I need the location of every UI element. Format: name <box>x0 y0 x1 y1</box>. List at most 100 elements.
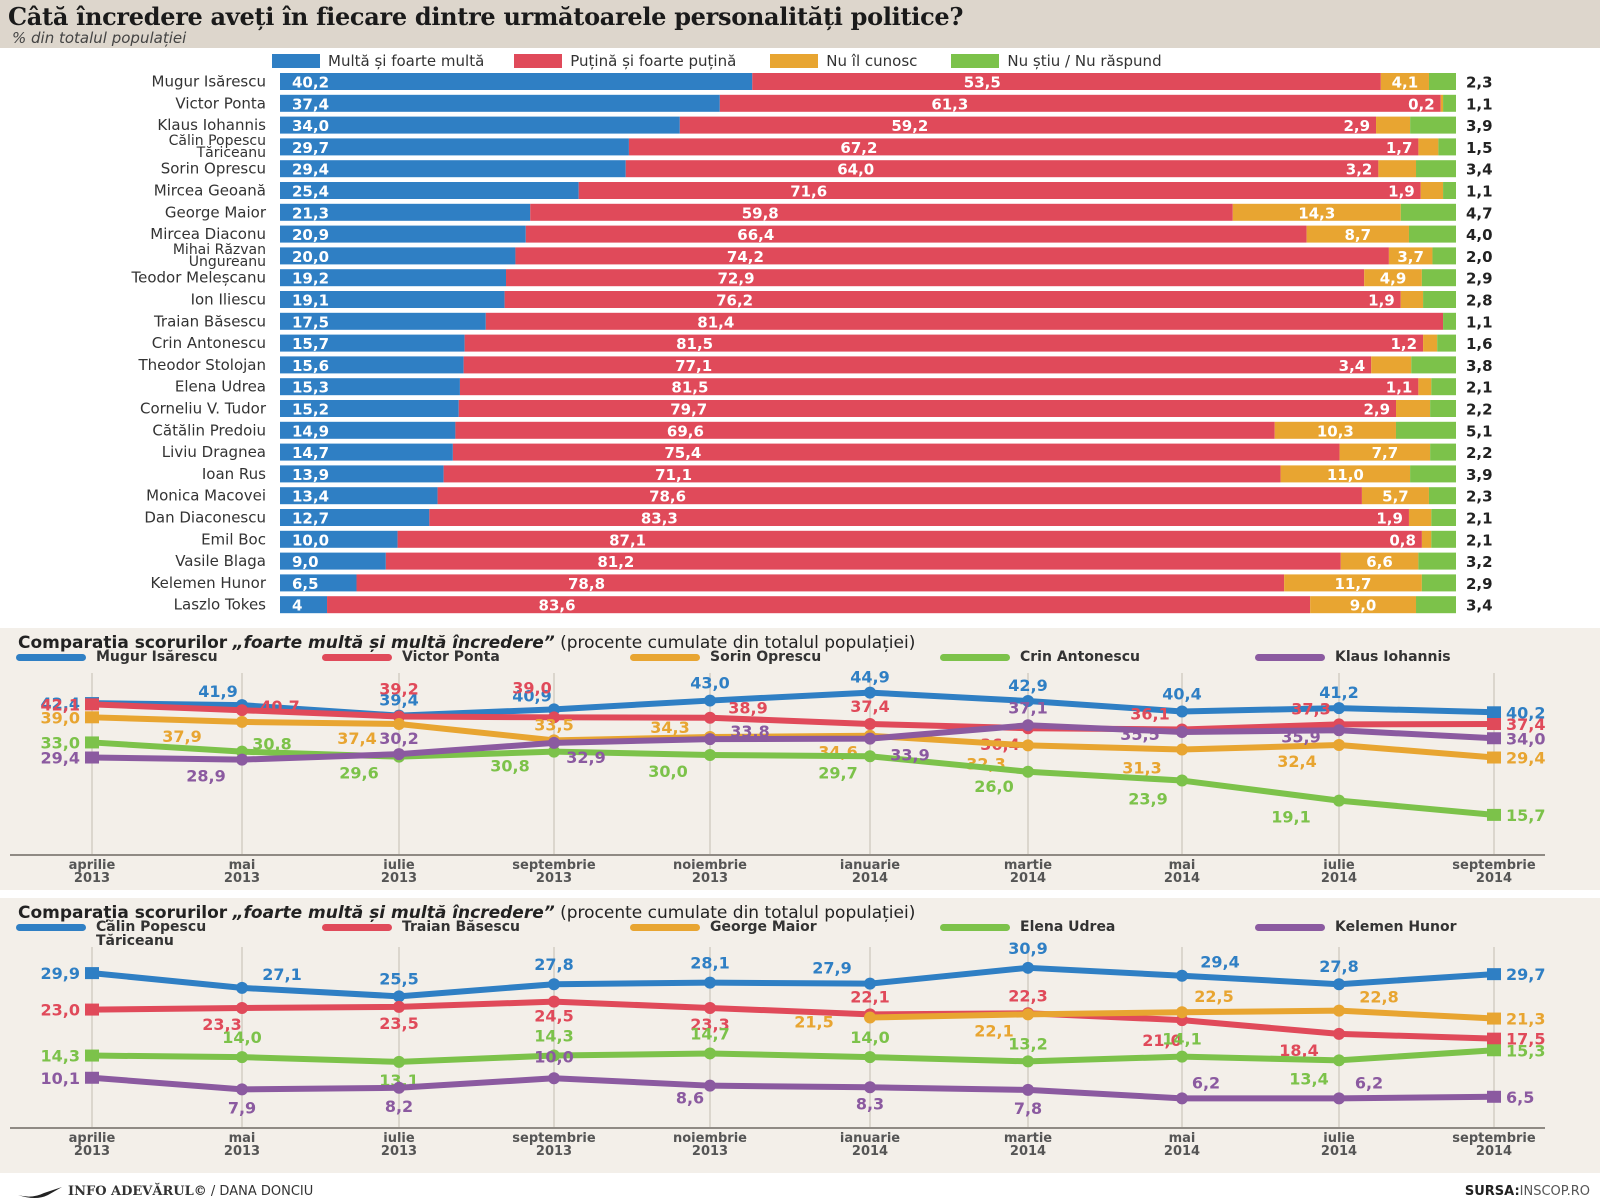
data-label: 13,2 <box>1008 1034 1047 1053</box>
data-label-putina: 83,3 <box>641 510 678 528</box>
bar-segment-putina-si-foarte-putina <box>356 574 1285 592</box>
x-tick-label-month: noiembrie <box>673 1131 747 1146</box>
data-label: 40,4 <box>1162 684 1201 703</box>
data-label-nu-stiu: 1,1 <box>1466 313 1493 331</box>
bar-segment-putina-si-foarte-putina <box>452 443 1340 461</box>
bar-segment-putina-si-foarte-putina <box>679 116 1377 134</box>
data-label: 27,1 <box>262 965 301 984</box>
data-label-nu-il-cunosc: 4,1 <box>1392 74 1419 92</box>
bar-segment-nu-stiu-nu-raspund <box>1395 421 1456 439</box>
bar-segment-nu-stiu-nu-raspund <box>1411 356 1456 374</box>
data-point-marker <box>1333 1092 1345 1105</box>
line-chart-2-title: Comparația scorurilor „foarte multă și m… <box>18 903 915 923</box>
data-label-nu-il-cunosc: 9,0 <box>1350 597 1377 615</box>
data-label-multa: 20,0 <box>292 248 329 266</box>
data-label-putina: 71,6 <box>790 183 827 201</box>
legend-item-traian-basescu: Traian Băsescu <box>322 920 520 934</box>
data-point-marker <box>393 748 405 761</box>
bar-segment-putina-si-foarte-putina <box>385 552 1341 570</box>
data-label: 39,0 <box>512 678 551 697</box>
bar-segment-multa-si-foarte-multa <box>280 552 386 570</box>
data-label-nu-stiu: 3,2 <box>1466 553 1493 571</box>
data-label: 27,8 <box>1319 957 1358 976</box>
data-label-putina: 72,9 <box>718 270 755 288</box>
legend-label: Călin Popescu Tăriceanu <box>96 919 207 949</box>
data-label: 40,7 <box>260 697 299 716</box>
x-tick-label-month: septembrie <box>512 858 596 873</box>
bar-segment-multa-si-foarte-multa <box>280 378 460 396</box>
bar-segment-nu-il-cunosc <box>1274 421 1396 439</box>
legend-item-sorin-oprescu: Sorin Oprescu <box>630 650 821 664</box>
bar-row-laszlo-tokes: Laszlo Tokes 4 83,6 9,0 3,4 <box>174 596 1493 615</box>
data-label-putina: 61,3 <box>931 95 968 113</box>
legend-swatch-orange <box>770 54 819 68</box>
bar-segment-putina-si-foarte-putina <box>463 356 1372 374</box>
data-label: 37,4 <box>1506 715 1545 734</box>
x-tick-label-month: mai <box>1169 1131 1196 1146</box>
bar-segment-multa-si-foarte-multa <box>280 312 486 330</box>
data-label-nu-stiu: 1,1 <box>1466 183 1493 201</box>
category-label: Ungureanu <box>189 254 266 270</box>
legend-line-swatch <box>322 654 392 661</box>
legend-line-swatch <box>630 924 700 931</box>
title-suffix: (procente cumulate din totalul populație… <box>560 633 916 653</box>
data-point-marker <box>548 745 560 758</box>
bar-segment-nu-stiu-nu-raspund <box>1416 160 1456 178</box>
data-label-nu-stiu: 5,1 <box>1466 422 1493 440</box>
data-label: 23,3 <box>202 1015 241 1034</box>
series-line-calin-popescu-tariceanu <box>91 964 1495 1000</box>
legend-line-swatch <box>630 654 700 661</box>
credit-author: / DANA DONCIU <box>210 1184 314 1199</box>
data-point-marker <box>1176 705 1188 718</box>
bar-segment-nu-stiu-nu-raspund <box>1400 203 1456 221</box>
data-label: 19,1 <box>1271 808 1310 827</box>
data-point-marker <box>548 1072 560 1085</box>
bar-segment-multa-si-foarte-multa <box>280 116 680 134</box>
data-label: 22,1 <box>974 1021 1013 1040</box>
data-label-nu-il-cunosc: 3,4 <box>1339 357 1366 375</box>
data-label-nu-il-cunosc: 2,9 <box>1363 401 1390 419</box>
data-label: 41,2 <box>1319 683 1358 702</box>
bar-row-klaus-iohannis: Klaus Iohannis 34,0 59,2 2,9 3,9 <box>157 116 1492 135</box>
data-label-nu-il-cunosc: 11,0 <box>1327 466 1364 484</box>
data-point-marker <box>393 990 405 1003</box>
category-label: Corneliu V. Tudor <box>140 400 267 418</box>
category-label: Călin Popescu <box>169 133 266 149</box>
data-label: 29,4 <box>1506 749 1545 768</box>
data-label-multa: 20,9 <box>292 226 329 244</box>
x-tick-label-year: 2013 <box>224 1144 260 1159</box>
data-label-putina: 81,2 <box>597 553 634 571</box>
data-label-putina: 71,1 <box>655 466 692 484</box>
legend-item-crin-antonescu: Crin Antonescu <box>940 650 1140 664</box>
data-label-nu-stiu: 4,7 <box>1466 204 1493 222</box>
data-label: 27,8 <box>534 955 573 974</box>
x-tick-label-month: iulie <box>383 1131 415 1146</box>
category-label: Mihai Răzvan <box>173 242 266 258</box>
data-label: 36,1 <box>1130 704 1169 723</box>
bar-segment-multa-si-foarte-multa <box>280 73 753 90</box>
data-label-putina: 77,1 <box>675 357 712 375</box>
data-point-marker <box>1176 1050 1188 1063</box>
bar-chart-legend: Multă și foarte multă Puțină și foarte p… <box>272 52 1162 70</box>
data-label-nu-il-cunosc: 14,3 <box>1298 204 1335 222</box>
x-tick-label-month: noiembrie <box>673 858 747 873</box>
bar-segment-nu-il-cunosc <box>1396 400 1431 417</box>
data-label: 14,1 <box>1162 1030 1201 1049</box>
data-label-nu-stiu: 1,6 <box>1466 335 1493 353</box>
bar-segment-nu-il-cunosc <box>1423 334 1438 352</box>
bar-segment-putina-si-foarte-putina <box>485 312 1444 330</box>
series-line-victor-ponta <box>91 701 1495 733</box>
source-value: INSCOP.RO <box>1519 1184 1590 1199</box>
data-label-nu-il-cunosc: 5,7 <box>1382 488 1409 506</box>
title-prefix: Comparația scorurilor <box>18 633 228 653</box>
data-point-marker <box>704 1001 716 1014</box>
data-label-multa: 6,5 <box>292 575 319 593</box>
x-tick-label-month: mai <box>229 1131 256 1146</box>
bar-segment-multa-si-foarte-multa <box>280 421 456 439</box>
data-label: 6,2 <box>1192 1073 1220 1092</box>
x-tick-label-year: 2014 <box>1321 1144 1357 1159</box>
data-label-nu-il-cunosc: 10,3 <box>1317 422 1354 440</box>
bar-segment-multa-si-foarte-multa <box>280 400 459 417</box>
data-label: 37,3 <box>1291 699 1330 718</box>
data-point-marker <box>1487 718 1501 731</box>
